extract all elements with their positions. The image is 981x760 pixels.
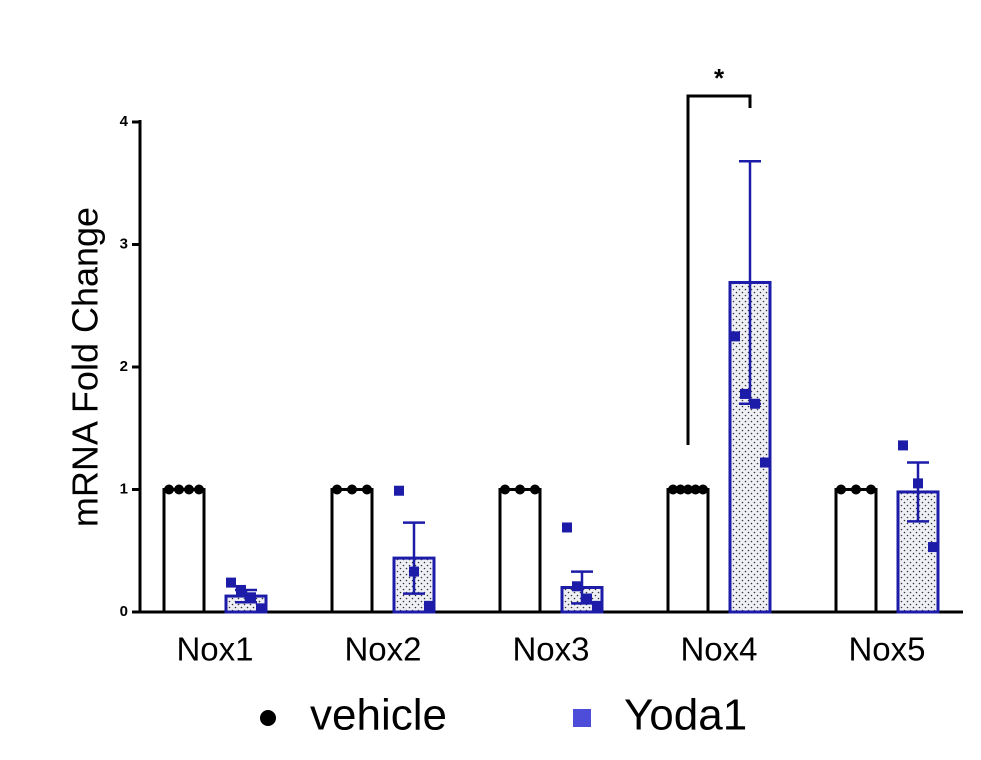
data-point — [668, 484, 678, 495]
data-point — [675, 484, 686, 495]
x-tick-label: Nox4 — [680, 631, 757, 668]
data-point — [500, 484, 510, 495]
y-tick-label: 1 — [120, 480, 128, 497]
data-point — [690, 484, 701, 495]
data-point — [226, 577, 236, 588]
data-point — [698, 484, 708, 495]
y-tick-label: 2 — [120, 358, 128, 375]
x-tick-label: Nox1 — [176, 631, 253, 668]
data-point — [174, 484, 184, 495]
x-tick-label: Nox3 — [512, 631, 589, 668]
data-point — [424, 600, 434, 611]
significance-bracket — [686, 94, 752, 445]
data-point — [572, 581, 582, 592]
data-point — [592, 600, 602, 611]
bar — [330, 488, 374, 614]
data-point — [362, 484, 372, 495]
data-point — [184, 484, 194, 495]
data-point — [236, 584, 246, 595]
data-point — [730, 331, 740, 342]
significance-label: * — [714, 63, 725, 93]
data-point — [760, 457, 770, 468]
data-point — [246, 592, 256, 603]
data-point — [332, 484, 342, 495]
bar — [498, 488, 542, 614]
y-axis-label: mRNA Fold Change — [65, 207, 106, 527]
bar — [834, 488, 878, 614]
data-point — [683, 484, 693, 495]
bar — [666, 488, 710, 614]
data-point — [194, 484, 204, 495]
data-point — [394, 485, 404, 496]
x-tick-label: Nox2 — [344, 631, 421, 668]
legend-label: Yoda1 — [624, 691, 747, 740]
bar — [162, 488, 206, 614]
legend-label: vehicle — [310, 691, 447, 740]
y-tick-label: 4 — [120, 113, 129, 130]
data-point — [898, 440, 908, 451]
data-point — [562, 522, 572, 533]
data-point — [740, 388, 750, 399]
data-point — [582, 593, 592, 604]
data-point — [530, 484, 540, 495]
legend-marker — [260, 710, 276, 726]
data-point — [164, 484, 174, 495]
x-tick-label: Nox5 — [848, 631, 925, 668]
data-point — [866, 484, 876, 495]
data-point — [409, 566, 419, 577]
data-point — [913, 478, 923, 489]
data-point — [515, 484, 525, 495]
data-point — [256, 603, 266, 614]
data-point — [347, 484, 357, 495]
data-point — [851, 484, 861, 495]
data-point — [750, 398, 760, 409]
data-point — [836, 484, 846, 495]
data-point — [928, 542, 938, 553]
y-tick-label: 0 — [120, 603, 128, 620]
y-tick-label: 3 — [120, 235, 128, 252]
legend-marker — [573, 709, 591, 727]
